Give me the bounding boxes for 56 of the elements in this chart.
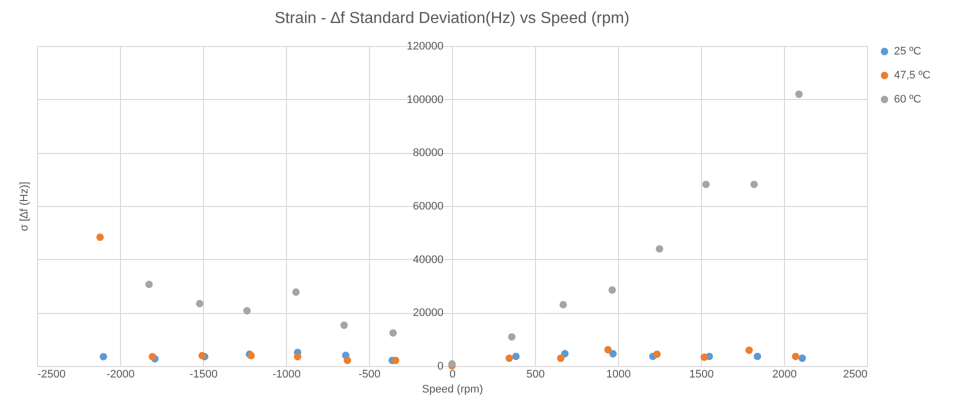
point [148, 352, 156, 360]
x-tick-label: 1000 [606, 368, 631, 380]
point [656, 245, 664, 253]
point [389, 329, 397, 337]
y-axis-title: σ [∆f (Hz)] [18, 182, 30, 232]
y-tick-label: 120000 [406, 40, 444, 52]
point [100, 352, 108, 360]
x-tick-label: -1500 [189, 368, 218, 380]
x-tick-label: -500 [358, 368, 381, 380]
y-tick-label: 40000 [412, 254, 444, 266]
legend-label: 25 ºC [894, 46, 922, 58]
point [798, 354, 806, 362]
point [604, 346, 612, 354]
y-tick-label: 0 [437, 360, 444, 372]
point [145, 280, 153, 288]
x-tick-label: 500 [526, 368, 545, 380]
point [506, 354, 513, 362]
point [792, 352, 800, 360]
point [702, 180, 710, 188]
point [560, 300, 567, 308]
point [340, 322, 348, 329]
point [754, 352, 762, 360]
point [561, 350, 569, 358]
point [344, 356, 352, 364]
point [512, 352, 520, 360]
point [750, 180, 758, 188]
x-tick-label: 0 [449, 368, 456, 380]
point [700, 354, 708, 361]
legend-label: 47,5 ºC [894, 70, 930, 82]
point [608, 286, 616, 294]
x-tick-label: 1500 [689, 368, 714, 380]
point [196, 300, 204, 308]
point [392, 356, 400, 364]
point [294, 352, 302, 360]
point [557, 354, 564, 362]
x-tick-label: 2000 [772, 368, 797, 380]
point [795, 90, 803, 98]
x-tick-label: -2500 [38, 368, 66, 380]
point [609, 350, 617, 358]
y-tick-label: 100000 [406, 94, 444, 106]
y-tick-label: 20000 [412, 307, 444, 320]
y-tick-label: 80000 [412, 147, 444, 160]
x-tick-label: -1000 [272, 368, 301, 380]
legend-label: 60 ºC [894, 94, 922, 106]
point [745, 346, 753, 354]
point [243, 307, 251, 314]
y-tick-label: 60000 [412, 200, 444, 212]
chart-title: Strain - ∆f Standard Deviation(Hz) vs Speed (rpm) [274, 10, 630, 27]
x-tick-label: -2000 [106, 368, 135, 380]
point [653, 350, 661, 358]
point [198, 352, 206, 360]
point [292, 288, 300, 296]
x-axis-title: Speed (rpm) [422, 384, 484, 396]
x-tick-label: 2500 [843, 368, 868, 380]
point [96, 234, 104, 241]
point [508, 333, 516, 341]
